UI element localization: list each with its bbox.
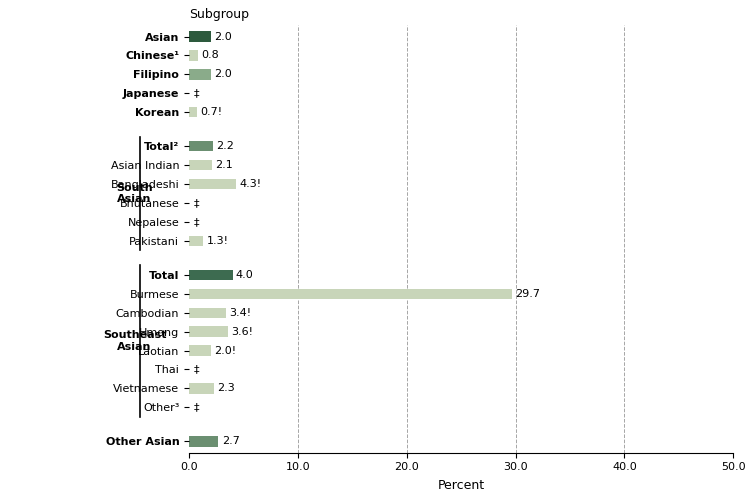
Bar <box>189 160 212 171</box>
Text: 3.4!: 3.4! <box>229 308 252 318</box>
Text: 2.7: 2.7 <box>222 436 240 446</box>
Bar <box>189 179 236 189</box>
Text: 3.6!: 3.6! <box>231 326 253 337</box>
Text: 0.7!: 0.7! <box>200 107 222 117</box>
Text: 1.3!: 1.3! <box>206 236 228 246</box>
Text: ‡: ‡ <box>194 217 199 227</box>
Bar <box>189 326 228 337</box>
Text: 2.1: 2.1 <box>215 160 233 170</box>
Text: ‡: ‡ <box>194 365 199 374</box>
Text: ‡: ‡ <box>194 402 199 412</box>
Bar <box>189 289 513 299</box>
Text: ‡: ‡ <box>194 198 199 208</box>
Text: 2.0: 2.0 <box>214 32 232 42</box>
Bar <box>189 307 226 318</box>
Text: 4.0: 4.0 <box>236 270 253 280</box>
Text: South
Asian: South Asian <box>116 183 153 204</box>
Text: 2.3: 2.3 <box>217 383 235 393</box>
Bar <box>189 436 218 447</box>
Bar <box>189 383 214 393</box>
Bar <box>189 31 211 42</box>
Text: 2.0!: 2.0! <box>214 346 236 356</box>
Bar <box>189 107 197 117</box>
Bar <box>189 141 213 151</box>
Bar <box>189 69 211 79</box>
Text: 29.7: 29.7 <box>516 289 541 299</box>
Bar <box>189 346 211 356</box>
X-axis label: Percent: Percent <box>438 479 485 492</box>
Text: 2.2: 2.2 <box>216 141 234 151</box>
Bar <box>189 270 233 280</box>
Text: 2.0: 2.0 <box>214 69 232 79</box>
Text: Southeast
Asian: Southeast Asian <box>103 330 166 352</box>
Bar <box>189 235 203 246</box>
Text: Subgroup: Subgroup <box>189 8 249 21</box>
Text: ‡: ‡ <box>194 88 199 98</box>
Bar <box>189 50 198 61</box>
Text: 4.3!: 4.3! <box>239 179 262 189</box>
Text: 0.8: 0.8 <box>201 50 218 60</box>
